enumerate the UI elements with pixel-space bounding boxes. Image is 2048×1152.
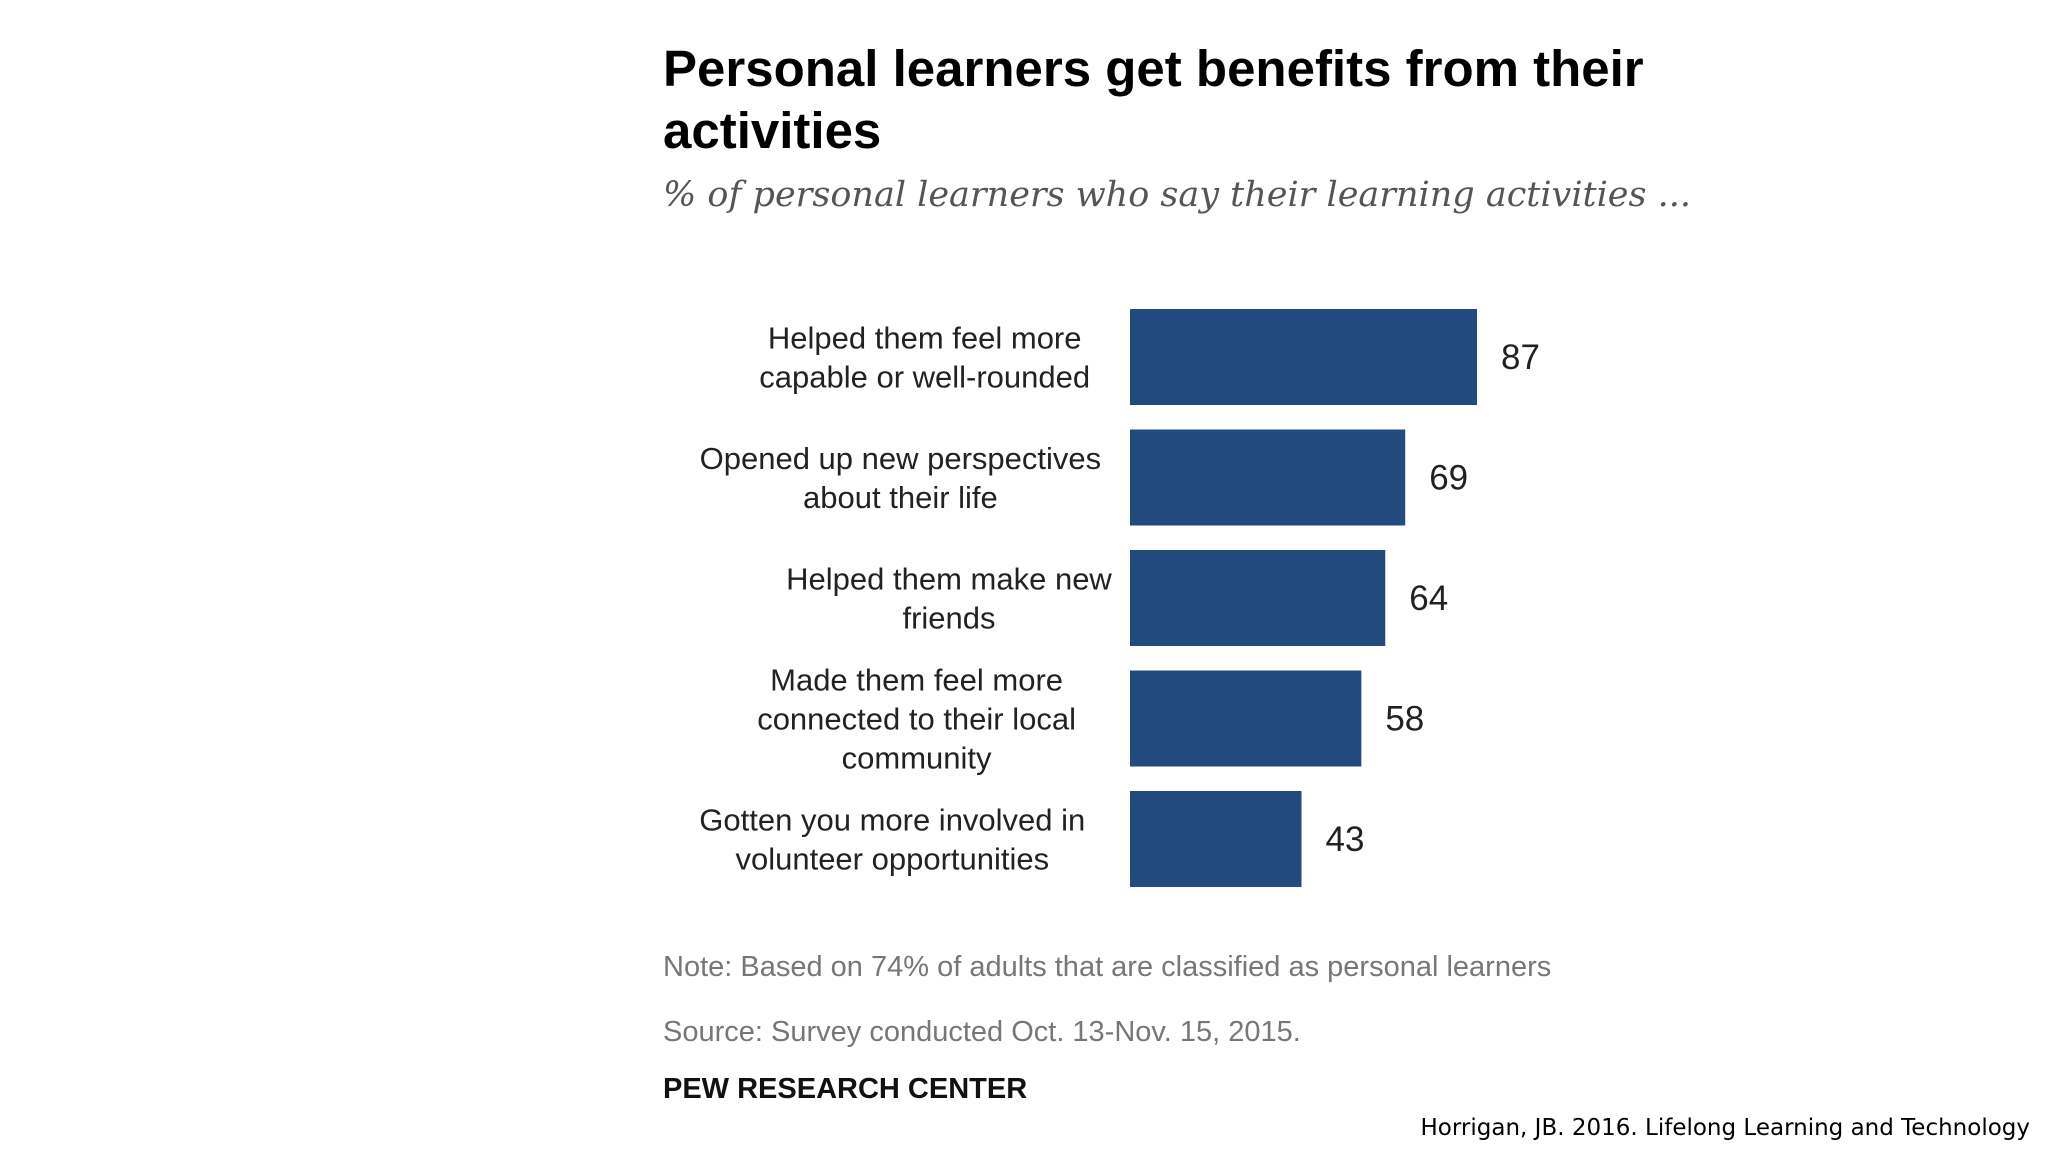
value-label-1: 87: [1501, 338, 1540, 377]
chart-note: Note: Based on 74% of adults that are cl…: [663, 951, 1552, 983]
value-label-3: 64: [1409, 579, 1448, 618]
chart-subtitle: % of personal learners who say their lea…: [663, 175, 1691, 215]
bar-4: [1130, 670, 1362, 767]
value-label-2: 69: [1429, 459, 1468, 498]
category-label-4: Made them feel more connected to their lo…: [757, 662, 1076, 775]
category-label-1: Helped them feel more capable or well-rou…: [759, 320, 1090, 394]
organization-name: PEW RESEARCH CENTER: [663, 1073, 1028, 1105]
value-label-4: 58: [1385, 700, 1424, 739]
category-label-5: Gotten you more involved in volunteer opp…: [699, 802, 1085, 876]
bar-2: [1130, 429, 1406, 526]
category-label-3: Helped them make new friends: [786, 561, 1112, 635]
category-label-2: Opened up new perspectives about their li…: [700, 441, 1102, 515]
bar-3: [1130, 550, 1386, 646]
bar-5: [1130, 791, 1302, 887]
chart-source: Source: Survey conducted Oct. 13-Nov. 15…: [663, 1016, 1301, 1048]
value-label-5: 43: [1326, 820, 1365, 859]
bar-1: [1130, 309, 1477, 405]
chart-title: Personal learners get benefits from thei…: [663, 40, 1644, 159]
citation: Horrigan, JB. 2016. Lifelong Learning an…: [1420, 1115, 2030, 1141]
